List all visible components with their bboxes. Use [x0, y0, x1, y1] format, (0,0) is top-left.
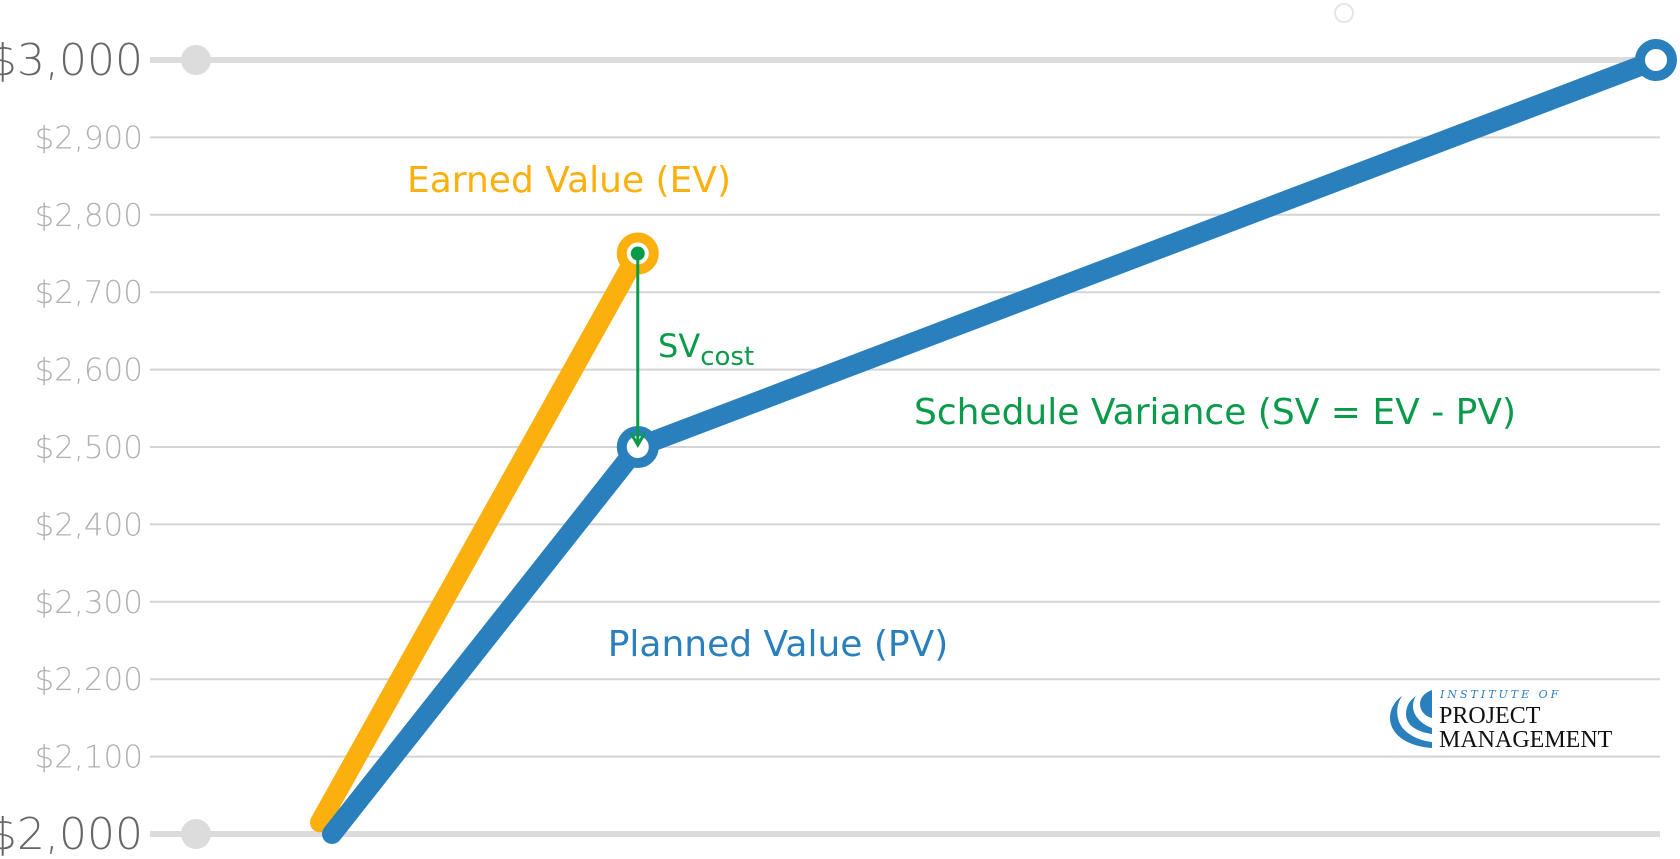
- y-tick-label: $2,000: [0, 809, 143, 859]
- series-lines: [310, 39, 1677, 844]
- y-tick-label: $2,400: [35, 507, 143, 543]
- y-tick-label: $2,100: [35, 740, 143, 776]
- ev-series-label: Earned Value (EV): [407, 160, 731, 201]
- y-tick-label: $2,900: [35, 120, 143, 156]
- sv-arrow-start-dot: [630, 246, 645, 261]
- axis-end-dot: [181, 819, 211, 849]
- y-tick-label: $2,200: [35, 662, 143, 698]
- y-tick-label: $2,600: [35, 353, 143, 389]
- axis-end-dot: [181, 45, 211, 75]
- y-tick-label: $2,500: [35, 430, 143, 466]
- logo: INSTITUTE OF PROJECT MANAGEMENT: [1390, 688, 1613, 753]
- grid-lines: [150, 45, 1660, 849]
- logo-line1: INSTITUTE OF: [1439, 688, 1561, 701]
- pv-series-label: Planned Value (PV): [608, 624, 949, 665]
- sv-main: SV: [658, 327, 700, 365]
- sv-arrow-head-icon: [629, 432, 647, 448]
- sv-cost-label: SVcost: [658, 327, 754, 372]
- logo-line2: PROJECT: [1439, 703, 1541, 729]
- y-tick-label: $2,800: [35, 198, 143, 234]
- y-tick-label: $2,300: [35, 585, 143, 621]
- sv-sub: cost: [700, 342, 754, 372]
- logo-arcs-icon: [1390, 688, 1432, 748]
- y-tick-label: $2,700: [35, 275, 143, 311]
- y-axis-ticks: $2,000 $2,100 $2,200 $2,300 $2,400 $2,500 $2,6…: [0, 35, 143, 859]
- faint-circle-mark: [1334, 3, 1354, 23]
- sv-formula-label: Schedule Variance (SV = EV - PV): [914, 392, 1516, 433]
- y-tick-label: $3,000: [0, 35, 143, 86]
- data-point: [1635, 39, 1677, 81]
- series-line-ev: [310, 243, 648, 833]
- logo-line3: MANAGEMENT: [1439, 727, 1613, 753]
